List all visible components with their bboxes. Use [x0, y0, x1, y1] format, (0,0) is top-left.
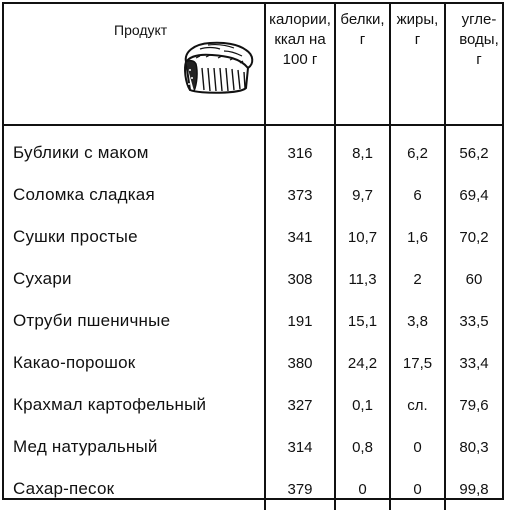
protein-value: 0,1	[334, 384, 390, 426]
product-name: Крахмал картофельный	[13, 395, 207, 414]
carbs-value: 33,5	[444, 300, 502, 342]
table-row: Крахмал картофельный 327 0,1 сл. 79,6	[4, 384, 502, 426]
table-row: Какао-порошок 380 24,2 17,5 33,4	[4, 342, 502, 384]
product-header-label: Продукт	[114, 22, 168, 38]
nutrition-table: Продукт	[4, 4, 502, 510]
fat-value: 6	[389, 174, 445, 216]
fat-value: 2	[389, 258, 445, 300]
table-row: Бублики с маком 316 8,1 6,2 56,2	[4, 125, 502, 174]
fat-value: 1,6	[389, 216, 445, 258]
fat-value: сл.	[389, 384, 445, 426]
calories-value: 314	[264, 426, 335, 468]
fat-value: 17,5	[389, 342, 445, 384]
calories-value: 341	[264, 216, 335, 258]
carbs-value: 60	[444, 258, 502, 300]
fat-value: 0	[389, 426, 445, 468]
calories-column-header: калории, ккал на 100 г	[264, 4, 335, 126]
product-name: Соломка сладкая	[13, 185, 155, 204]
carbs-value: 56,2	[444, 125, 502, 174]
product-column-header: Продукт	[4, 4, 265, 126]
fat-value: 3,8	[389, 300, 445, 342]
table-row: Отруби пшеничные 191 15,1 3,8 33,5	[4, 300, 502, 342]
bread-loaf-icon	[184, 41, 254, 94]
table-header-row: Продукт	[4, 4, 502, 126]
carbs-value: 70,2	[444, 216, 502, 258]
fat-value: 0	[389, 468, 445, 510]
protein-value: 8,1	[334, 125, 390, 174]
calories-value: 379	[264, 468, 335, 510]
carbs-column-header: угле- воды, г	[444, 4, 502, 126]
product-name: Бублики с маком	[13, 143, 149, 162]
fats-column-header: жиры, г	[389, 4, 445, 126]
protein-value: 15,1	[334, 300, 390, 342]
calories-value: 308	[264, 258, 335, 300]
carbs-value: 80,3	[444, 426, 502, 468]
carbs-value: 99,8	[444, 468, 502, 510]
product-name: Сахар-песок	[13, 479, 115, 498]
protein-value: 0	[334, 468, 390, 510]
carbs-value: 79,6	[444, 384, 502, 426]
product-name: Сушки простые	[13, 227, 138, 246]
fat-value: 6,2	[389, 125, 445, 174]
carbs-value: 33,4	[444, 342, 502, 384]
table-row: Сахар-песок 379 0 0 99,8	[4, 468, 502, 510]
table-row: Соломка сладкая 373 9,7 6 69,4	[4, 174, 502, 216]
product-name: Сухари	[13, 269, 72, 288]
calories-value: 380	[264, 342, 335, 384]
protein-value: 10,7	[334, 216, 390, 258]
protein-value: 9,7	[334, 174, 390, 216]
product-name: Мед натуральный	[13, 437, 158, 456]
table-row: Сушки простые 341 10,7 1,6 70,2	[4, 216, 502, 258]
calories-value: 316	[264, 125, 335, 174]
proteins-column-header: белки, г	[334, 4, 390, 126]
product-name: Отруби пшеничные	[13, 311, 171, 330]
protein-value: 0,8	[334, 426, 390, 468]
calories-value: 373	[264, 174, 335, 216]
product-name: Какао-порошок	[13, 353, 136, 372]
table-row: Мед натуральный 314 0,8 0 80,3	[4, 426, 502, 468]
table-row: Сухари 308 11,3 2 60	[4, 258, 502, 300]
carbs-value: 69,4	[444, 174, 502, 216]
calories-value: 191	[264, 300, 335, 342]
protein-value: 24,2	[334, 342, 390, 384]
calories-value: 327	[264, 384, 335, 426]
protein-value: 11,3	[334, 258, 390, 300]
